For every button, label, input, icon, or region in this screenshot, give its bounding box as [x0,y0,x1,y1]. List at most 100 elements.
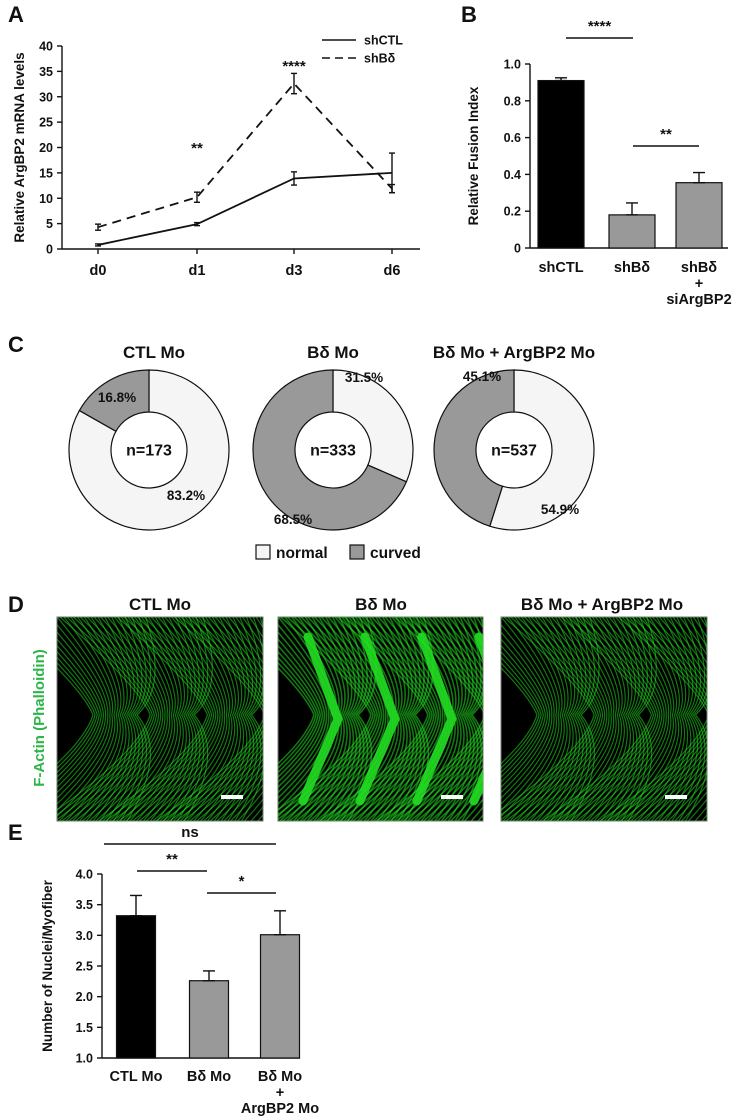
fiber-layer [501,617,707,821]
series-line-shbdelta [97,82,393,229]
actin-fiber [501,631,551,794]
actin-fiber [637,617,687,821]
actin-fiber [511,617,604,821]
actin-fiber [278,650,322,779]
micrograph-title: CTL Mo [129,595,191,614]
y-tick-label: 1.0 [504,58,521,72]
y-tick-label: 2.0 [76,990,93,1004]
actin-fiber [278,617,332,806]
actin-fiber [607,617,644,821]
actin-fiber [536,617,579,821]
actin-fiber [566,617,623,821]
micrograph-1 [56,616,264,822]
actin-fiber [278,617,372,811]
bar [608,214,656,249]
actin-fiber [372,617,446,821]
significance-marker: ** [191,140,203,157]
actin-fiber [552,617,617,821]
actin-fiber [390,617,425,821]
legend-label: normal [276,545,328,562]
y-tick-label: 0.2 [504,205,521,219]
actin-fiber [501,617,560,818]
actin-fiber [356,617,407,821]
actin-fiber [363,617,410,821]
actin-fiber [101,617,171,821]
actin-fiber [319,617,360,821]
micrograph-3 [500,616,708,822]
actin-fiber [99,617,139,821]
donut-slice-normal [332,369,414,483]
actin-fiber [85,617,132,821]
actin-fiber [104,617,211,821]
panel-label-d: D [8,592,24,617]
donut-slice-normal [68,369,230,531]
actin-fiber [408,617,483,821]
actin-fiber [395,617,483,821]
actin-fiber [331,617,433,821]
myoseptum-band [412,632,457,806]
series-line-shctl [97,171,393,246]
actin-fiber [673,617,707,821]
donut-slice-curved [433,369,515,527]
y-tick-label: 1.0 [76,1052,93,1066]
actin-fiber [288,617,381,821]
actin-fiber [429,617,483,821]
y-tick-label: 35 [39,65,53,79]
actin-fiber [105,617,143,821]
legend-swatch [349,544,365,560]
actin-fiber [188,617,263,821]
actin-fiber [504,617,602,821]
legend-label: shCTL [364,34,403,48]
actin-fiber [112,617,147,821]
actin-fiber [118,617,215,821]
actin-fiber [616,617,678,821]
actin-fiber [233,617,263,821]
actin-fiber [501,644,547,783]
actin-fiber [415,617,483,821]
actin-fiber [292,617,346,821]
x-category-label: shCTL [538,260,583,276]
significance-marker: ns [181,824,199,841]
actin-fiber [559,617,620,821]
actin-fiber [57,617,156,821]
actin-fiber [646,617,707,821]
actin-fiber [543,617,583,821]
actin-fiber [317,617,429,821]
micrograph-title: Bδ Mo [355,595,407,614]
actin-fiber [501,617,595,811]
y-tick-label: 2.5 [76,960,93,974]
donut-label-normal: 68.5% [274,512,312,527]
donut-label-normal: 83.2% [167,488,205,503]
actin-fiber [163,617,200,821]
actin-fiber [501,638,549,788]
actin-fiber [165,617,231,821]
actin-fiber [666,617,707,821]
donut-label-normal: 54.9% [541,502,579,517]
actin-fiber [556,617,591,821]
actin-fiber [586,617,633,821]
y-tick-label: 5 [46,217,53,231]
actin-fiber [508,617,566,821]
actin-fiber [381,617,483,821]
actin-fiber [193,617,243,821]
actin-fiber [532,617,610,821]
panel-label-c: C [8,332,24,357]
fiber-layer [57,617,263,821]
actin-fiber [579,617,630,821]
actin-fiber [222,617,263,821]
donut-slice-normal [489,369,595,531]
y-tick-label: 25 [39,116,53,130]
actin-fiber [653,617,707,821]
actin-fiber [154,617,263,821]
actin-fiber [589,617,667,821]
actin-fiber [422,617,483,821]
actin-fiber [518,617,606,821]
actin-fiber [57,623,109,799]
actin-fiber [240,617,263,821]
actin-fiber [349,617,403,821]
actin-fiber [677,617,707,821]
actin-fiber [454,617,483,821]
actin-fiber [326,617,364,821]
actin-fiber [598,617,707,821]
